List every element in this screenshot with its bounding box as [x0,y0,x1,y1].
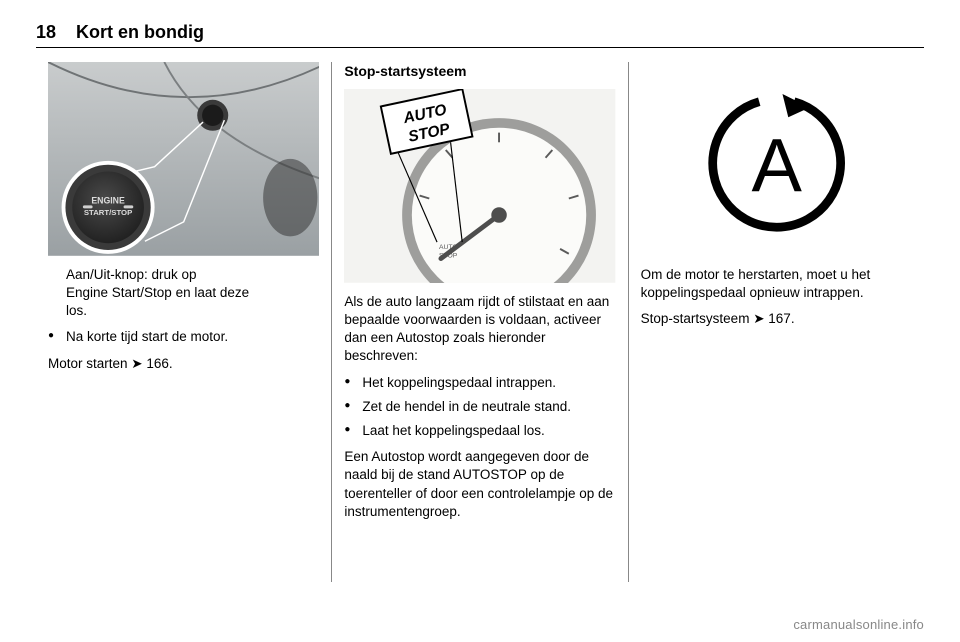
xref-arrow-icon: ➤ [131,356,142,371]
page-header: 18 Kort en bondig [36,22,924,48]
column-3: A Om de motor te herstarten, moet u het … [629,62,924,582]
col2-bullets: Het koppelingspedaal intrappen. Zet de h… [344,374,615,441]
col2-para1: Als de auto langzaam rijdt of stilstaat … [344,293,615,366]
tachometer-svg: AUTO STOP AUTO STOP [344,89,615,283]
col3-xref-page: 167 [768,311,791,326]
autostop-icon-svg: A [641,62,912,256]
on-off-text: Aan/Uit-knop: druk op Engine Start/Stop … [48,266,319,321]
chapter-title: Kort en bondig [76,22,204,43]
col2-bullet-3: Laat het koppelingspedaal los. [344,422,615,440]
col1-bullet-1: Na korte tijd start de motor. [48,328,319,346]
xref-arrow-icon-2: ➤ [753,311,764,326]
col3-xref: Stop-startsysteem ➤ 167. [641,310,912,328]
on-off-line1: Aan/Uit-knop: druk op [66,267,197,282]
column-1: ENGINE START/STOP Aan/Uit-knop: druk op … [36,62,332,582]
stop-start-heading: Stop-startsysteem [344,62,615,81]
figure-tachometer: AUTO STOP AUTO STOP [344,89,615,283]
column-2: Stop-startsysteem [332,62,628,582]
start-stop-button-svg: ENGINE START/STOP [48,62,319,256]
figure-start-stop-button: ENGINE START/STOP [48,62,319,256]
manual-page: 18 Kort en bondig [0,0,960,642]
motor-start-pre: Motor starten [48,356,131,371]
col1-bullets: Na korte tijd start de motor. [48,328,319,346]
col3-xref-period: . [791,311,795,326]
on-off-line2-post: en laat deze [172,285,249,300]
page-number: 18 [36,22,76,43]
on-off-line3: los. [66,303,87,318]
figure-autostop-icon: A [641,62,912,256]
motor-start-period: . [169,356,173,371]
col3-xref-pre: Stop-startsysteem [641,311,754,326]
on-off-line2-pre: Engine Start/Stop [66,285,172,300]
col2-para2: Een Autostop wordt aangegeven door de na… [344,448,615,521]
autostop-letter: A [751,124,802,208]
col3-para1: Om de motor te herstarten, moet u het ko… [641,266,912,302]
button-text-engine: ENGINE [91,195,125,205]
footer-watermark: carmanualsonline.info [793,617,924,632]
motor-start-page: 166 [146,356,169,371]
button-text-startstop: START/STOP [84,208,132,217]
content-columns: ENGINE START/STOP Aan/Uit-knop: druk op … [36,62,924,582]
motor-start-xref: Motor starten ➤ 166. [48,355,319,373]
col2-bullet-2: Zet de hendel in de neutrale stand. [344,398,615,416]
col2-bullet-1: Het koppelingspedaal intrappen. [344,374,615,392]
